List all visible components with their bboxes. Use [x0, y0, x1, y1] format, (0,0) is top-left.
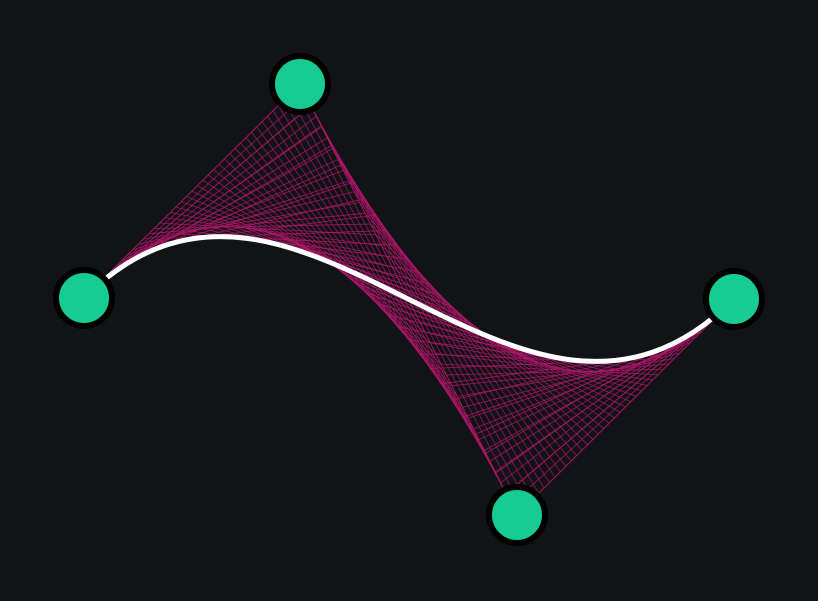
construction-line: [516, 298, 735, 516]
construction-line: [500, 314, 718, 483]
control-point-start[interactable]: [53, 267, 115, 329]
construction-line: [202, 179, 420, 322]
construction-line: [197, 185, 415, 311]
control-point-end[interactable]: [703, 268, 765, 330]
control-point-1[interactable]: [269, 53, 331, 115]
construction-line: [511, 304, 729, 505]
construction-line: [446, 368, 664, 376]
control-points: [53, 53, 765, 546]
construction-line: [424, 331, 642, 392]
construction-line: [207, 174, 426, 333]
construction-line: [505, 309, 724, 495]
control-point-2[interactable]: [486, 484, 548, 546]
construction-line: [435, 352, 653, 381]
construction-line: [213, 169, 431, 343]
bezier-curve: [81, 234, 737, 364]
